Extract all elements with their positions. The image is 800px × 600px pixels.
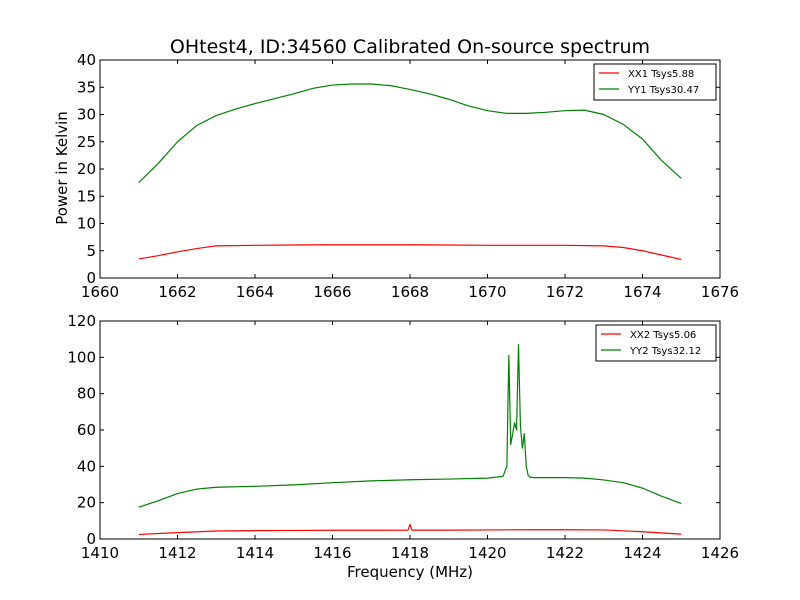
y-tick-label: 20 (77, 494, 96, 512)
x-tick-label: 1426 (701, 544, 739, 562)
x-tick-label: 1668 (391, 283, 429, 301)
x-tick-label: 1420 (468, 544, 506, 562)
y-tick-label: 40 (77, 51, 96, 69)
y-tick-label: 0 (86, 269, 96, 287)
legend-box (595, 324, 717, 362)
y-tick-label: 20 (77, 160, 96, 178)
legend-entry-label: YY2 Tsys32.12 (629, 346, 701, 357)
legend-entry-label: YY1 Tsys30.47 (627, 85, 699, 96)
series-line-0-1 (138, 83, 682, 184)
legend: XX2 Tsys5.06 YY2 Tsys32.12 (595, 324, 717, 362)
y-tick-label: 80 (77, 385, 96, 403)
series-line-0-0 (138, 244, 682, 261)
y-tick-label: 120 (67, 312, 96, 330)
series-line-1-1 (138, 344, 682, 508)
x-tick-label: 1418 (391, 544, 429, 562)
x-tick-label: 1422 (546, 544, 584, 562)
lower-panel: 1410 1412 1414 1416 1418 1420 1422 1424 1426 0 20 4… (67, 312, 739, 562)
legend-box (593, 63, 717, 101)
x-tick-label: 1412 (158, 544, 196, 562)
x-tick-label: 1664 (236, 283, 274, 301)
x-tick-label: 1662 (158, 283, 196, 301)
series-line-1-0 (138, 523, 682, 536)
y-tick-label: 30 (77, 106, 96, 124)
legend-entry-label: XX1 Tsys5.88 (628, 69, 694, 80)
y-tick-label: 100 (67, 348, 96, 366)
legend: XX1 Tsys5.88 YY1 Tsys30.47 (593, 63, 717, 101)
y-tick-label: 35 (77, 78, 96, 96)
x-tick-label: 1666 (313, 283, 351, 301)
legend-entry-label: XX2 Tsys5.06 (630, 330, 696, 341)
x-tick-label: 1416 (313, 544, 351, 562)
upper-panel: 1660 1662 1664 1666 1668 1670 1672 1674 1676 0 5 10… (77, 51, 739, 301)
y-tick-label: 5 (86, 242, 96, 260)
x-tick-label: 1672 (546, 283, 584, 301)
x-tick-label: 1674 (623, 283, 661, 301)
x-tick-label: 1660 (81, 283, 119, 301)
x-axis-label: Frequency (MHz) (347, 563, 473, 581)
x-tick-label: 1424 (623, 544, 661, 562)
y-tick-label: 15 (77, 187, 96, 205)
x-tick-label: 1670 (468, 283, 506, 301)
y-tick-label: 10 (77, 215, 96, 233)
y-tick-label: 25 (77, 133, 96, 151)
chart-title: OHtest4, ID:34560 Calibrated On-source s… (170, 36, 650, 58)
y-tick-label: 0 (86, 530, 96, 548)
y-tick-label: 40 (77, 457, 96, 475)
x-tick-label: 1414 (236, 544, 274, 562)
y-tick-label: 60 (77, 421, 96, 439)
x-tick-label: 1676 (701, 283, 739, 301)
y-axis-label: Power in Kelvin (53, 111, 71, 225)
x-tick-label: 1410 (81, 544, 119, 562)
